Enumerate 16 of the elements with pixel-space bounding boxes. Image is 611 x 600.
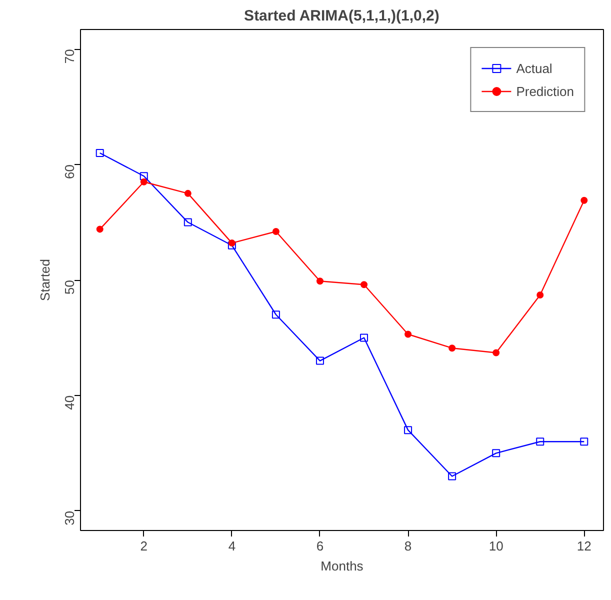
x-tick-label: 8 [404, 538, 412, 554]
y-axis-title: Started [38, 259, 52, 301]
x-tick-label: 6 [316, 538, 324, 554]
y-tick-label: 50 [62, 280, 77, 294]
x-axis-title: Months [320, 558, 364, 574]
x-tick-label: 10 [488, 538, 504, 554]
y-tick-label: 70 [62, 49, 77, 64]
y-tick-label: 40 [62, 395, 77, 410]
legend-label: Prediction [516, 84, 574, 98]
y-tick-label: 60 [62, 164, 77, 180]
x-tick-label: 4 [228, 538, 236, 554]
x-tick-label: 2 [140, 538, 148, 554]
x-tick-label: 12 [576, 538, 592, 554]
legend-label: Actual [516, 60, 552, 76]
y-tick-label: 30 [62, 510, 77, 526]
chart-title: Started ARIMA(5,1,1,)(1,0,2) [244, 8, 440, 24]
